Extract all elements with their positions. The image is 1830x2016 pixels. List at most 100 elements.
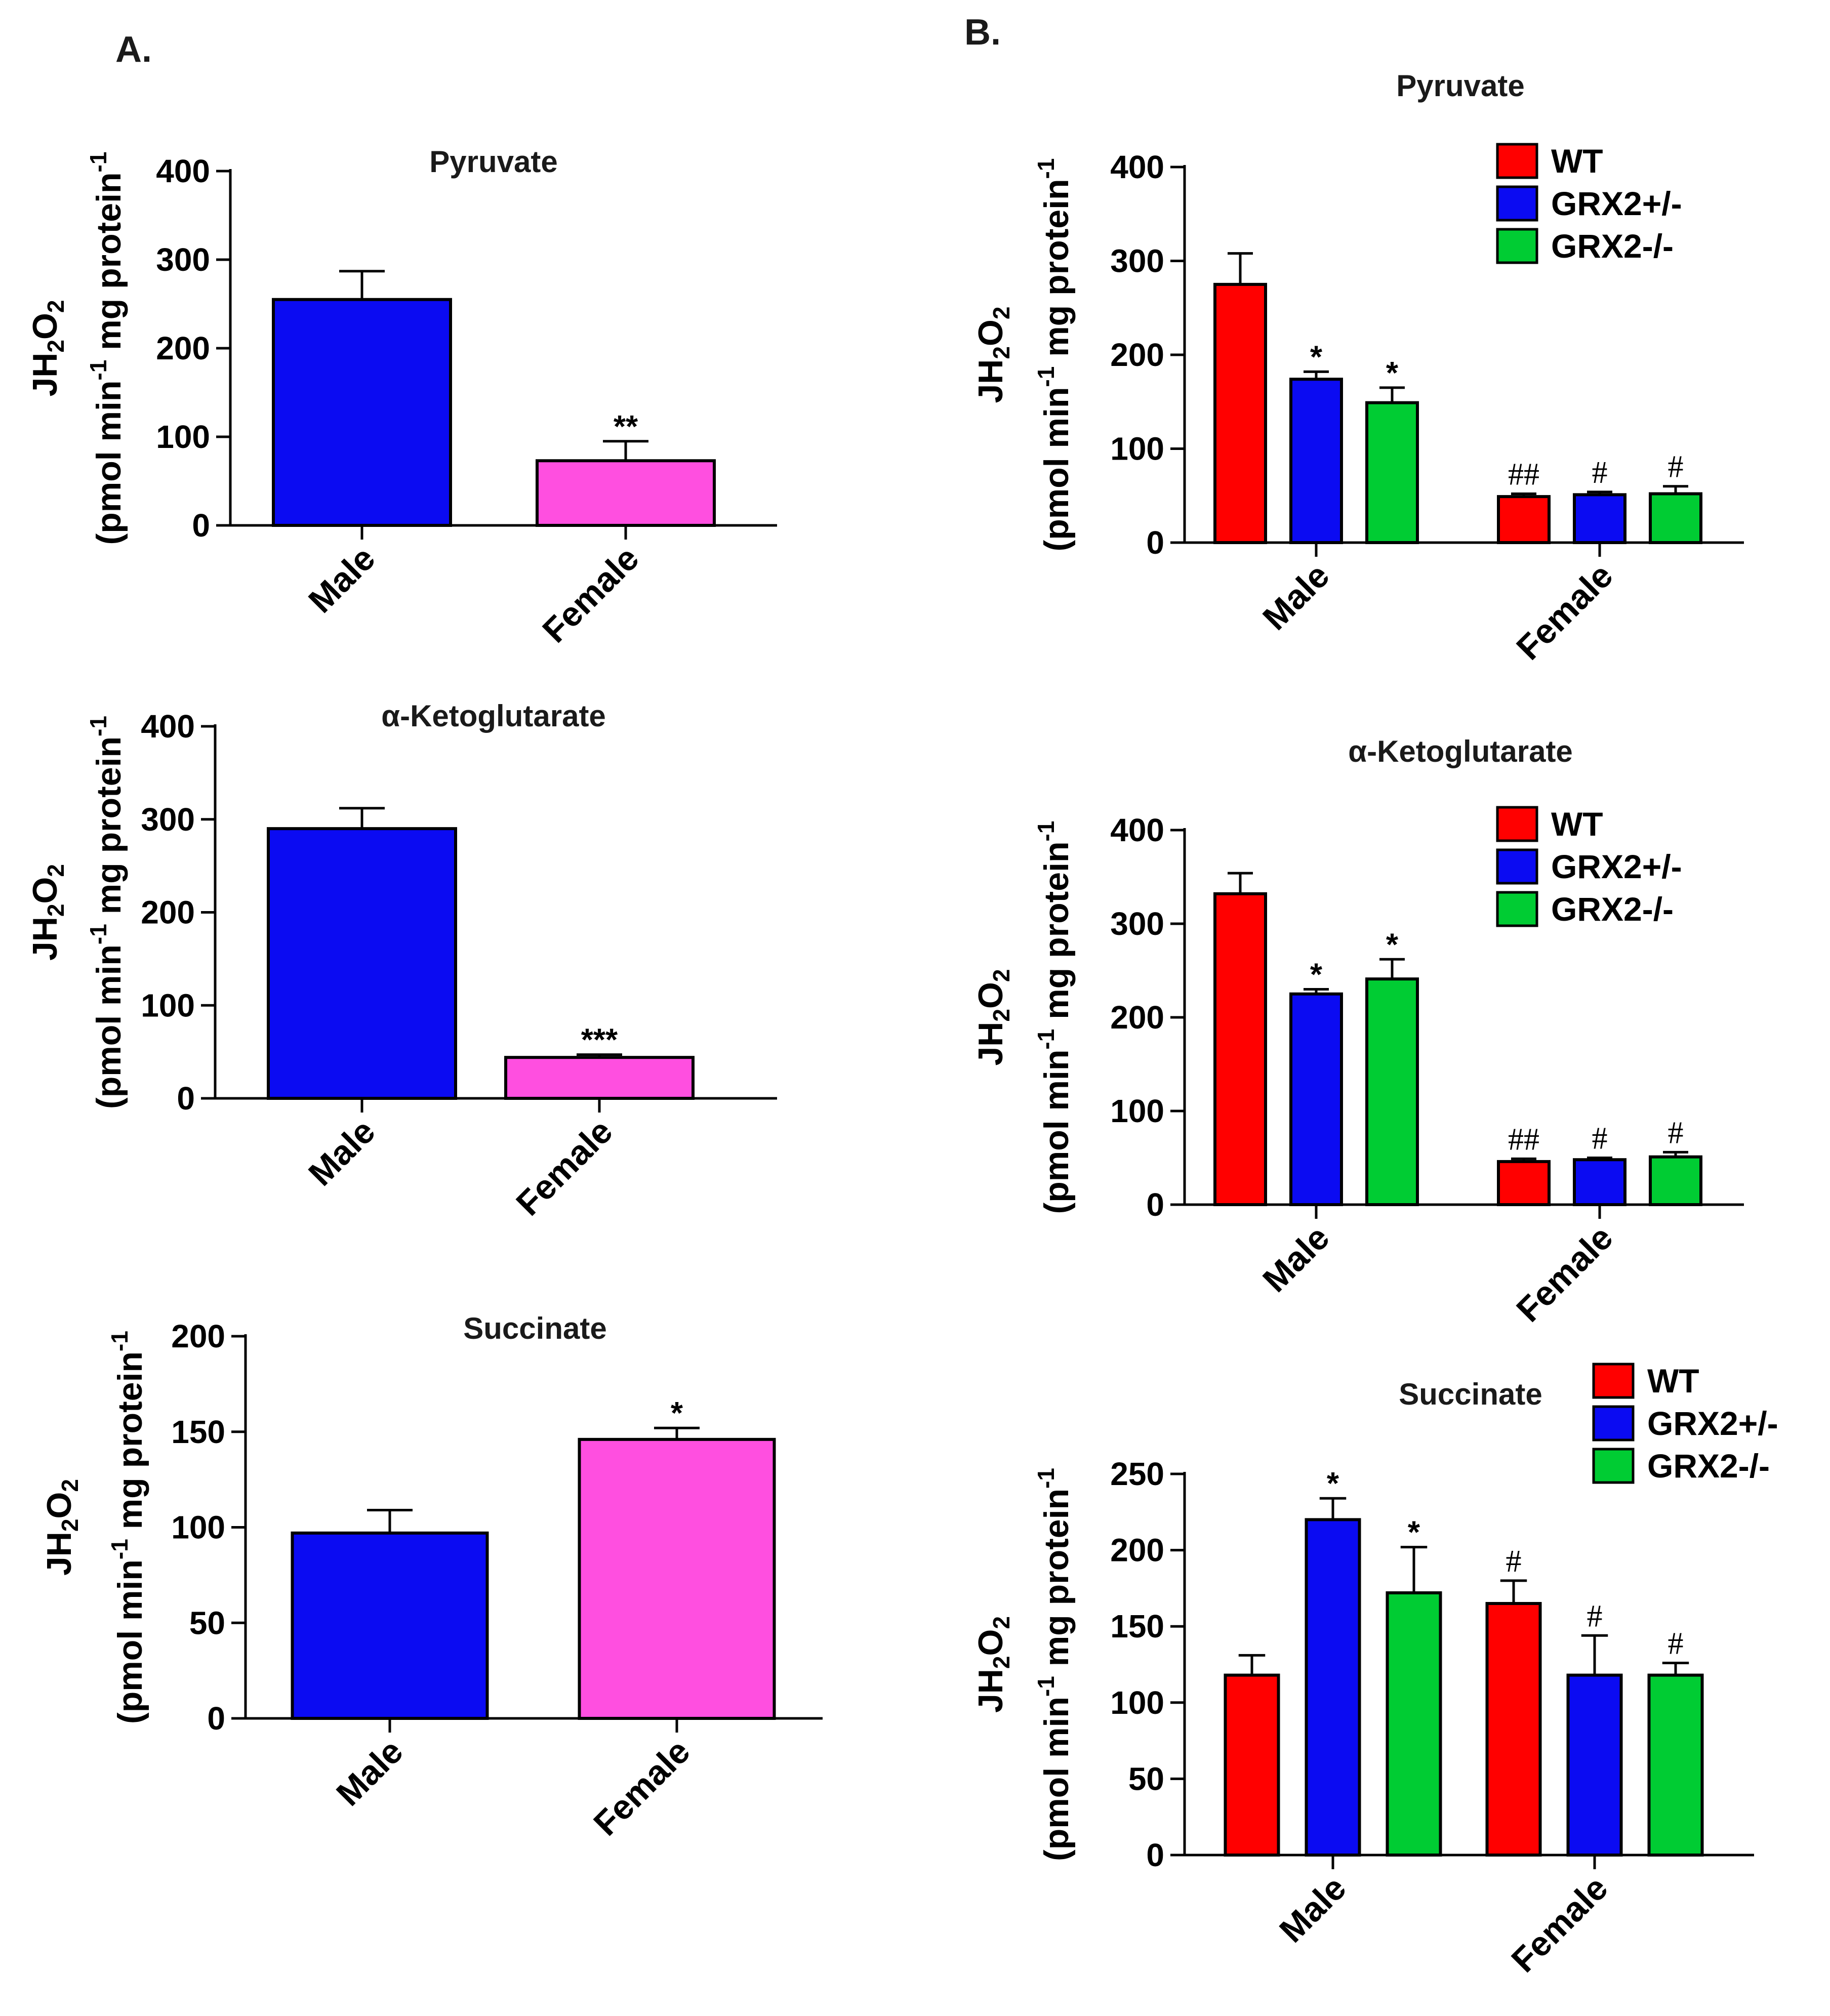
y-axis-label-part: O	[26, 313, 64, 340]
y-tick-label: 200	[1110, 1532, 1164, 1569]
y-tick-label: 200	[141, 894, 195, 931]
y-axis-label-part: JH	[971, 1022, 1010, 1066]
bar	[1497, 1160, 1551, 1206]
bar	[267, 827, 457, 1100]
legend: WT GRX2+/- GRX2-/-	[1496, 142, 1682, 265]
chart-title: Pyruvate	[429, 145, 557, 179]
y-axis-label-part: 2	[988, 306, 1014, 319]
chart-title: α-Ketoglutarate	[381, 699, 606, 733]
x-category-label: Male	[329, 1732, 411, 1814]
y-axis-label-part: JH	[971, 1669, 1010, 1713]
bar	[1386, 1591, 1442, 1857]
y-axis-label-part: O	[40, 1492, 78, 1519]
bar	[1649, 1155, 1702, 1206]
y-axis-label-part: -1	[85, 152, 111, 173]
y-tick-label: 200	[1110, 999, 1164, 1036]
y-axis-label-part: O	[971, 1629, 1010, 1656]
y-axis-label-line2: (pmol min-1 mg protein-1	[1033, 1468, 1076, 1861]
y-axis-label-part: mg protein	[1037, 841, 1076, 1028]
bar	[272, 298, 452, 527]
y-axis-label-part: 2	[43, 903, 69, 917]
bar	[1224, 1673, 1280, 1857]
bar	[1649, 492, 1702, 544]
x-category-label: Female	[509, 1112, 620, 1223]
bar	[1573, 1158, 1626, 1206]
significance-marker: ##	[1508, 458, 1539, 492]
y-axis-label-line2: (pmol min-1 mg protein-1	[85, 152, 128, 545]
y-tick-label: 300	[1110, 243, 1164, 279]
x-category-label: Female	[1509, 556, 1620, 667]
y-axis-label-part: mg protein	[1037, 1489, 1076, 1676]
y-axis-label-part: 2	[988, 346, 1014, 359]
y-tick-label: 0	[1146, 524, 1164, 561]
y-tick-label: 50	[189, 1604, 225, 1641]
significance-marker: #	[1592, 1122, 1608, 1156]
legend-swatch	[1592, 1363, 1635, 1399]
chart-title: Pyruvate	[1396, 69, 1524, 103]
significance-marker: #	[1587, 1599, 1603, 1633]
chart-title: Succinate	[1399, 1377, 1542, 1411]
y-tick-label: 0	[207, 1700, 225, 1737]
x-category-label: Female	[1509, 1218, 1620, 1329]
x-category-label: Female	[535, 539, 646, 650]
y-axis-label-line2: (pmol min-1 mg protein-1	[85, 716, 128, 1109]
y-axis-label-part: O	[971, 982, 1010, 1009]
y-axis-label-part: -1	[106, 1331, 133, 1351]
y-tick-label: 400	[141, 708, 195, 745]
chart-b3: Succinate 0 50 100 150 200 250 Male Female # * # * # J…	[971, 1362, 1778, 1980]
x-category-label: Female	[1504, 1869, 1615, 1980]
legend-swatch	[1496, 806, 1538, 842]
legend-label: WT	[1551, 142, 1603, 180]
y-tick-label: 0	[177, 1080, 195, 1117]
x-category-label: Male	[1255, 1218, 1337, 1300]
y-axis-label-part: JH	[40, 1532, 78, 1576]
significance-marker: *	[671, 1396, 683, 1431]
legend: WT GRX2+/- GRX2-/-	[1592, 1362, 1778, 1485]
legend-swatch	[1496, 848, 1538, 885]
legend-label: GRX2+/-	[1551, 185, 1682, 222]
bar	[504, 1056, 695, 1100]
y-axis-label-part: -1	[85, 716, 111, 736]
bar	[1647, 1673, 1704, 1857]
y-tick-label: 0	[1146, 1837, 1164, 1873]
significance-marker: #	[1668, 1116, 1684, 1150]
legend-label: GRX2+/-	[1647, 1405, 1778, 1442]
x-category-label: Female	[586, 1732, 697, 1843]
y-axis-label-part: mg protein	[1037, 179, 1076, 366]
x-category-label: Male	[301, 539, 383, 621]
y-axis-label-line1: JH2O2	[971, 969, 1014, 1065]
y-axis-label-part: -1	[85, 360, 111, 381]
y-axis-label-part: 2	[43, 300, 69, 313]
y-tick-label: 250	[1110, 1456, 1164, 1492]
y-tick-label: 100	[1110, 431, 1164, 467]
y-axis-label-part: (pmol min	[1037, 1050, 1076, 1214]
bar	[1497, 495, 1551, 544]
y-tick-label: 150	[171, 1414, 225, 1450]
significance-marker: *	[1327, 1466, 1339, 1501]
legend-swatch	[1496, 228, 1538, 264]
chart-title: Succinate	[463, 1311, 606, 1345]
y-axis-label-part: 2	[43, 340, 69, 353]
legend-label: WT	[1647, 1362, 1699, 1400]
y-axis-label-part: (pmol min	[90, 381, 128, 545]
y-axis-label-part: mg protein	[111, 1351, 149, 1539]
y-axis-label-part: O	[26, 877, 64, 904]
y-axis-label-part: 2	[988, 1616, 1014, 1629]
y-axis-label-line1: JH2O2	[40, 1479, 83, 1576]
bar	[1573, 493, 1626, 545]
y-axis-label-line1: JH2O2	[971, 1616, 1014, 1713]
significance-marker: ##	[1508, 1122, 1539, 1157]
bar	[291, 1531, 489, 1720]
significance-marker: *	[1386, 927, 1399, 962]
bar	[1289, 992, 1343, 1206]
y-axis-label-part: -1	[1033, 1676, 1059, 1697]
significance-marker: *	[1386, 356, 1399, 391]
bar	[1365, 977, 1419, 1207]
y-tick-label: 300	[1110, 906, 1164, 942]
bar	[536, 459, 716, 527]
y-axis-label-part: JH	[971, 359, 1010, 403]
